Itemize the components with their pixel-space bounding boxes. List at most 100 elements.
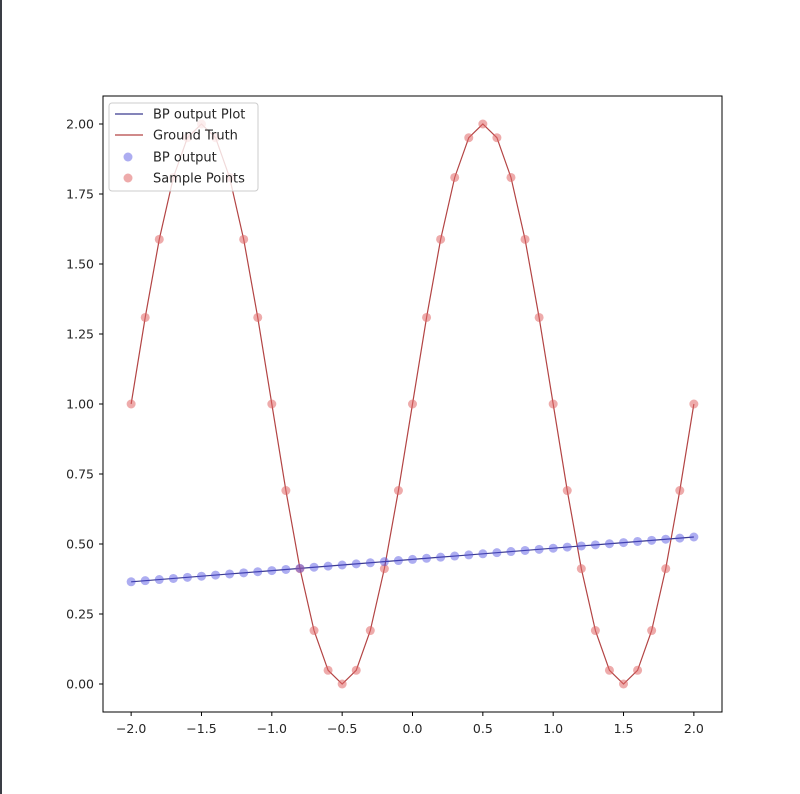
x-tick-label: 1.0: [543, 721, 563, 736]
sample-point: [450, 172, 460, 182]
sample-point: [253, 312, 263, 322]
bp-output-point: [534, 544, 544, 554]
bp-output-point: [675, 533, 685, 543]
bp-output-point: [379, 557, 389, 567]
bp-output-point: [365, 558, 375, 568]
legend: BP output Plot Ground Truth BP output Sa…: [108, 102, 259, 192]
bp-output-point: [196, 571, 206, 581]
y-tick-label: 2.00: [66, 117, 94, 132]
bp-output-point: [689, 532, 699, 542]
legend-label-bp-output: BP output: [153, 151, 217, 166]
bp-output-line: [131, 536, 694, 583]
legend-swatch-sample-points: [123, 173, 133, 183]
x-tick-label: 0.0: [403, 721, 423, 736]
y-tick-label: 1.00: [66, 397, 94, 412]
sample-point: [604, 665, 614, 675]
bp-output-points: [126, 532, 699, 587]
bp-output-point: [604, 539, 614, 549]
bp-output-point: [168, 573, 178, 583]
bp-output-point: [478, 549, 488, 559]
y-tick-label: 1.50: [66, 257, 94, 272]
legend-swatch-bp-output: [123, 152, 133, 162]
bp-output-point: [633, 536, 643, 546]
sample-point: [436, 234, 446, 244]
bp-output-point: [492, 548, 502, 558]
bp-output-point: [182, 572, 192, 582]
bp-output-point: [211, 570, 221, 580]
sample-point: [661, 564, 671, 574]
x-tick-label: −1.5: [186, 721, 216, 736]
bp-output-point: [562, 542, 572, 552]
bp-output-point: [464, 550, 474, 560]
x-tick-label: 2.0: [684, 721, 704, 736]
bp-output-point: [520, 545, 530, 555]
sample-point: [478, 119, 488, 129]
y-tick-label: 1.25: [66, 327, 94, 342]
window-edge: [0, 0, 2, 794]
sample-point: [365, 626, 375, 636]
x-tick-label: 1.5: [614, 721, 634, 736]
bp-output-point: [661, 534, 671, 544]
sample-point: [492, 133, 502, 143]
bp-output-point: [337, 560, 347, 570]
x-tick-label: −0.5: [327, 721, 357, 736]
bp-output-point: [281, 564, 291, 574]
sample-point: [633, 665, 643, 675]
sample-point: [140, 312, 150, 322]
sample-point: [520, 234, 530, 244]
sample-point: [408, 399, 417, 409]
legend-label-ground-truth: Ground Truth: [153, 129, 238, 144]
sample-point: [619, 679, 629, 689]
y-tick-label: 0.75: [66, 467, 94, 482]
sample-point: [281, 486, 291, 496]
bp-output-point: [506, 547, 516, 557]
sample-point: [379, 564, 389, 574]
bp-output-point: [619, 538, 629, 548]
sample-point: [323, 665, 333, 675]
sample-point: [351, 665, 361, 675]
sample-point: [239, 234, 249, 244]
x-tick-label: −2.0: [116, 721, 146, 736]
y-axis: 0.00 0.25 0.50 0.75 1.00 1.25 1.50 1.75 2.00: [66, 117, 103, 692]
bp-output-point: [239, 568, 249, 578]
bp-output-point: [351, 559, 361, 569]
bp-output-point: [590, 540, 600, 550]
bp-output-point: [267, 566, 277, 576]
sample-point: [393, 486, 403, 496]
legend-label-sample-points: Sample Points: [153, 172, 245, 187]
bp-output-point: [548, 543, 558, 553]
bp-output-point: [576, 541, 586, 551]
sample-point: [534, 312, 544, 322]
bp-output-point: [408, 554, 417, 564]
y-tick-label: 0.50: [66, 537, 94, 552]
bp-output-point: [393, 556, 403, 566]
sample-point: [464, 133, 474, 143]
bp-output-point: [309, 562, 319, 572]
sample-point: [154, 234, 164, 244]
y-tick-label: 0.00: [66, 677, 94, 692]
bp-output-point: [647, 535, 657, 545]
x-tick-label: −1.0: [257, 721, 287, 736]
legend-box: [108, 102, 259, 192]
sample-point: [647, 626, 657, 636]
sample-point: [576, 564, 586, 574]
x-tick-label: 0.5: [473, 721, 493, 736]
sample-point: [295, 564, 305, 574]
y-tick-label: 1.75: [66, 187, 94, 202]
sample-point: [689, 399, 699, 409]
sample-point: [548, 399, 558, 409]
sample-point: [590, 626, 600, 636]
sample-point: [126, 399, 136, 409]
bp-output-point: [225, 569, 235, 579]
bp-output-point: [253, 567, 263, 577]
bp-output-point: [436, 552, 446, 562]
bp-output-point: [126, 577, 136, 587]
bp-output-point: [154, 575, 164, 585]
bp-output-point: [450, 551, 460, 561]
sample-point: [337, 679, 347, 689]
sample-point: [267, 399, 277, 409]
x-axis: −2.0 −1.5 −1.0 −0.5 0.0 0.5 1.0 1.5 2.0: [116, 712, 704, 736]
sample-point: [422, 312, 432, 322]
sample-point: [506, 172, 516, 182]
